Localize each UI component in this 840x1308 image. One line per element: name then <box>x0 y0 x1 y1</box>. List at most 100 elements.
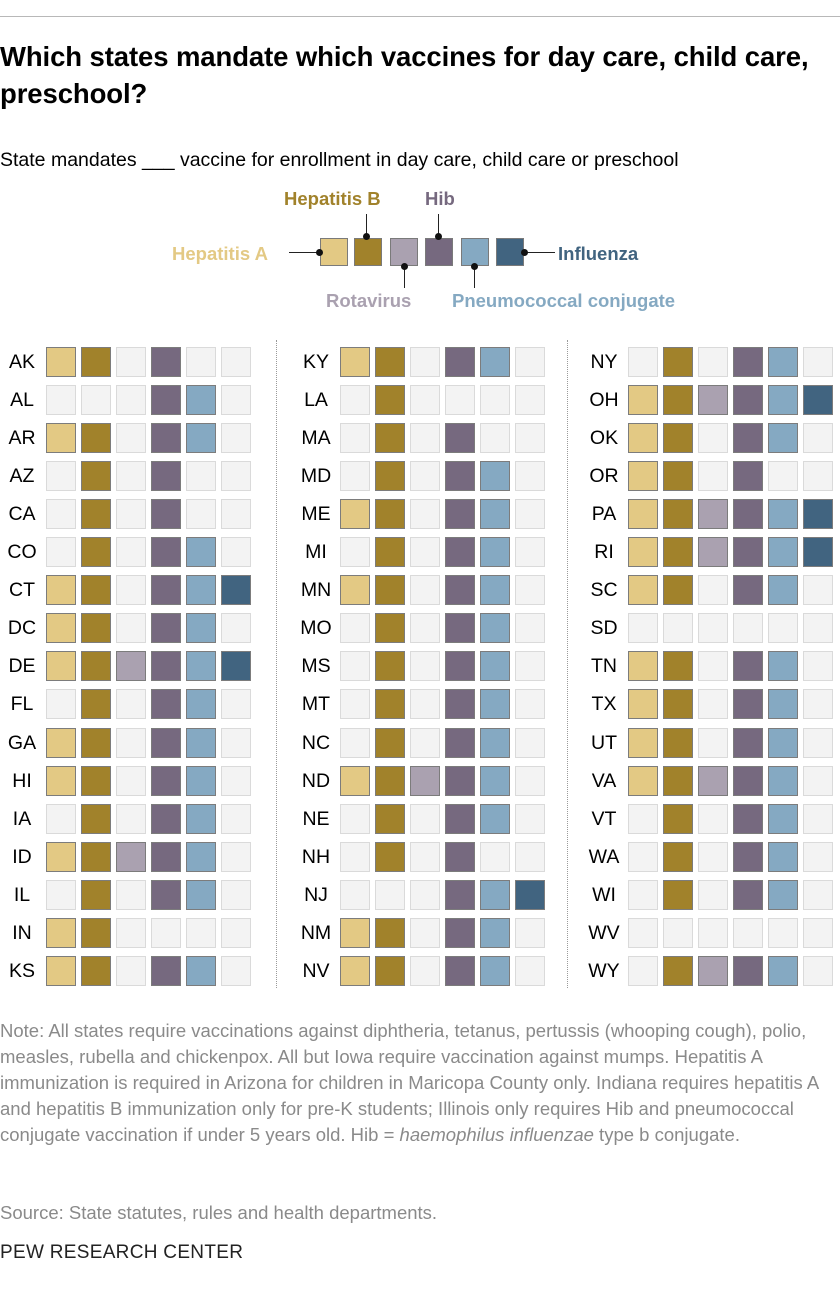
cell-id-hib <box>151 841 181 872</box>
state-row-me: ME <box>294 497 550 531</box>
cell-sd-influenza <box>803 613 833 644</box>
state-row-il: IL <box>0 878 256 912</box>
cell-ia-hepatitis-b <box>81 803 111 834</box>
cell-or-hepatitis-b <box>663 461 693 492</box>
cell-mi-rotavirus <box>410 537 440 568</box>
cell-wv-pneumococcal-conjugate <box>768 917 798 948</box>
cell-nh-hepatitis-a <box>340 841 370 872</box>
cell-il-hepatitis-b <box>81 879 111 910</box>
cell-ri-hepatitis-b <box>663 537 693 568</box>
chart-title: Which states mandate which vaccines for … <box>0 41 809 109</box>
cell-il-hib <box>151 879 181 910</box>
state-row-oh: OH <box>582 383 838 417</box>
cell-me-pneumococcal-conjugate <box>480 499 510 530</box>
cell-al-hepatitis-a <box>46 385 76 416</box>
cell-pa-hepatitis-a <box>628 499 658 530</box>
cell-fl-hepatitis-b <box>81 689 111 720</box>
cell-nv-hepatitis-b <box>375 955 405 986</box>
cell-nc-hib <box>445 727 475 758</box>
cell-mt-hib <box>445 689 475 720</box>
state-label: NC <box>301 731 331 754</box>
cell-wi-rotavirus <box>698 879 728 910</box>
cell-md-hepatitis-a <box>340 461 370 492</box>
state-label: IL <box>13 883 31 906</box>
cell-or-hib <box>733 461 763 492</box>
cell-tx-influenza <box>803 689 833 720</box>
state-label: MS <box>301 655 331 678</box>
cell-ms-influenza <box>515 651 545 682</box>
state-label: ND <box>301 769 331 792</box>
legend-label-hib: Hib <box>425 188 455 209</box>
chart-note: Note: All states require vaccinations ag… <box>0 1018 838 1148</box>
cell-ne-influenza <box>515 803 545 834</box>
state-row-nh: NH <box>294 840 550 874</box>
cell-co-pneumococcal-conjugate <box>186 537 216 568</box>
cell-tx-pneumococcal-conjugate <box>768 689 798 720</box>
cell-ct-hib <box>151 575 181 606</box>
cell-az-hepatitis-a <box>46 461 76 492</box>
cell-ia-hepatitis-a <box>46 803 76 834</box>
cell-tx-hepatitis-b <box>663 689 693 720</box>
cell-nd-hepatitis-a <box>340 765 370 796</box>
state-label: KS <box>8 959 35 982</box>
cell-tx-rotavirus <box>698 689 728 720</box>
cell-la-rotavirus <box>410 385 440 416</box>
state-label: WV <box>588 921 620 944</box>
cell-tn-hib <box>733 651 763 682</box>
cell-nh-hepatitis-b <box>375 841 405 872</box>
cell-de-influenza <box>221 651 251 682</box>
state-label: MO <box>300 617 332 640</box>
cell-az-pneumococcal-conjugate <box>186 461 216 492</box>
legend-swatch-hepatitis-a <box>320 238 348 266</box>
cell-la-hepatitis-b <box>375 385 405 416</box>
cell-ma-hepatitis-b <box>375 423 405 454</box>
cell-nj-hepatitis-b <box>375 879 405 910</box>
cell-ar-hepatitis-a <box>46 423 76 454</box>
state-row-ca: CA <box>0 497 256 531</box>
cell-ny-pneumococcal-conjugate <box>768 347 798 377</box>
state-row-sd: SD <box>582 611 838 645</box>
cell-id-hepatitis-b <box>81 841 111 872</box>
cell-ak-hib <box>151 347 181 377</box>
cell-fl-pneumococcal-conjugate <box>186 689 216 720</box>
state-label: FL <box>10 693 34 716</box>
legend-connector-rotavirus <box>404 266 405 288</box>
cell-ut-pneumococcal-conjugate <box>768 727 798 758</box>
state-label: MA <box>301 427 331 450</box>
cell-az-hib <box>151 461 181 492</box>
cell-tn-hepatitis-b <box>663 651 693 682</box>
cell-va-hepatitis-a <box>628 765 658 796</box>
cell-vt-influenza <box>803 803 833 834</box>
cell-or-hepatitis-a <box>628 461 658 492</box>
cell-ma-hepatitis-a <box>340 423 370 454</box>
cell-nc-rotavirus <box>410 727 440 758</box>
note-text-2: type b conjugate. <box>593 1124 740 1145</box>
cell-ia-rotavirus <box>116 803 146 834</box>
cell-mo-rotavirus <box>410 613 440 644</box>
cell-il-hepatitis-a <box>46 879 76 910</box>
cell-dc-rotavirus <box>116 613 146 644</box>
cell-ok-hib <box>733 423 763 454</box>
cell-sc-hepatitis-b <box>663 575 693 606</box>
legend-label-influenza: Influenza <box>558 243 639 264</box>
cell-ar-rotavirus <box>116 423 146 454</box>
cell-ks-hepatitis-a <box>46 955 76 986</box>
cell-ne-rotavirus <box>410 803 440 834</box>
state-row-ak: AK <box>0 345 256 379</box>
cell-ok-rotavirus <box>698 423 728 454</box>
cell-ks-pneumococcal-conjugate <box>186 955 216 986</box>
state-row-al: AL <box>0 383 256 417</box>
cell-ca-hepatitis-a <box>46 499 76 530</box>
cell-nm-influenza <box>515 917 545 948</box>
state-label: NY <box>590 351 618 373</box>
cell-az-hepatitis-b <box>81 461 111 492</box>
cell-in-hepatitis-a <box>46 917 76 948</box>
cell-va-hepatitis-b <box>663 765 693 796</box>
state-label: UT <box>591 731 617 754</box>
cell-id-influenza <box>221 841 251 872</box>
cell-sd-hib <box>733 613 763 644</box>
cell-wv-hepatitis-b <box>663 917 693 948</box>
cell-ca-pneumococcal-conjugate <box>186 499 216 530</box>
cell-dc-pneumococcal-conjugate <box>186 613 216 644</box>
state-row-id: ID <box>0 840 256 874</box>
